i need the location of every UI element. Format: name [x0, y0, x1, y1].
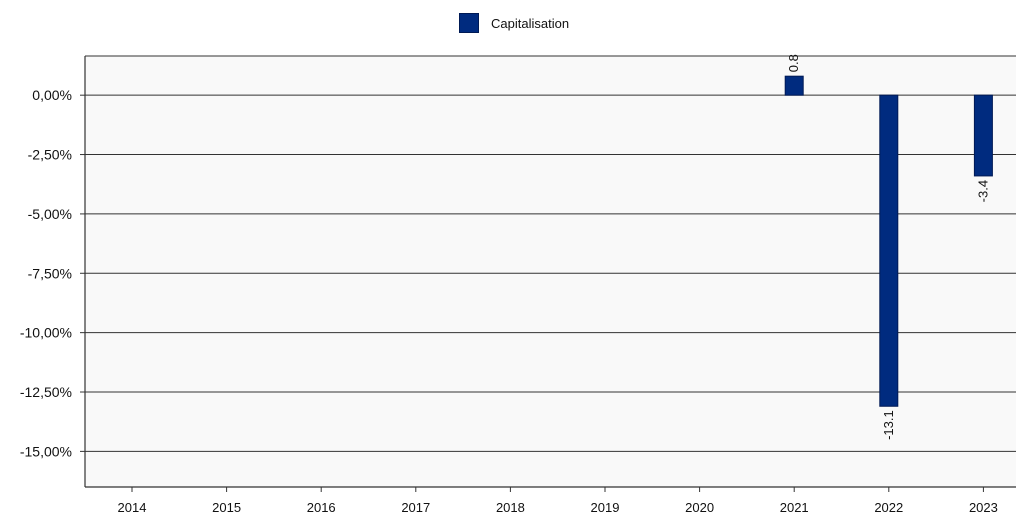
bar-2023 — [973, 94, 993, 177]
bar-2021 — [784, 75, 804, 96]
x-tick-label: 2019 — [591, 500, 620, 515]
x-tick-label: 2016 — [307, 500, 336, 515]
data-label-2021: 0.8 — [786, 54, 801, 72]
x-tick-label: 2020 — [685, 500, 714, 515]
x-tick-label: 2015 — [212, 500, 241, 515]
data-label-2022: -13.1 — [881, 410, 896, 440]
x-tick-label: 2022 — [874, 500, 903, 515]
chart-legend: Capitalisation — [459, 12, 569, 34]
y-tick-label: 0,00% — [32, 87, 72, 103]
x-tick-label: 2017 — [401, 500, 430, 515]
y-tick-label: -7,50% — [28, 265, 72, 281]
legend-label-capitalisation: Capitalisation — [491, 15, 570, 31]
y-tick-label: -5,00% — [28, 206, 72, 222]
y-tick-label: -2,50% — [28, 147, 72, 163]
plot-area — [85, 56, 1016, 487]
y-tick-label: -15,00% — [20, 443, 72, 459]
y-tick-label: -12,50% — [20, 384, 72, 400]
x-tick-label: 2014 — [118, 500, 147, 515]
data-label-2023: -3.4 — [975, 180, 990, 202]
y-tick-label: -10,00% — [20, 325, 72, 341]
x-tick-label: 2023 — [969, 500, 998, 515]
x-tick-label: 2018 — [496, 500, 525, 515]
legend-swatch-capitalisation — [459, 13, 479, 33]
x-tick-label: 2021 — [780, 500, 809, 515]
bar-2022 — [879, 94, 899, 407]
